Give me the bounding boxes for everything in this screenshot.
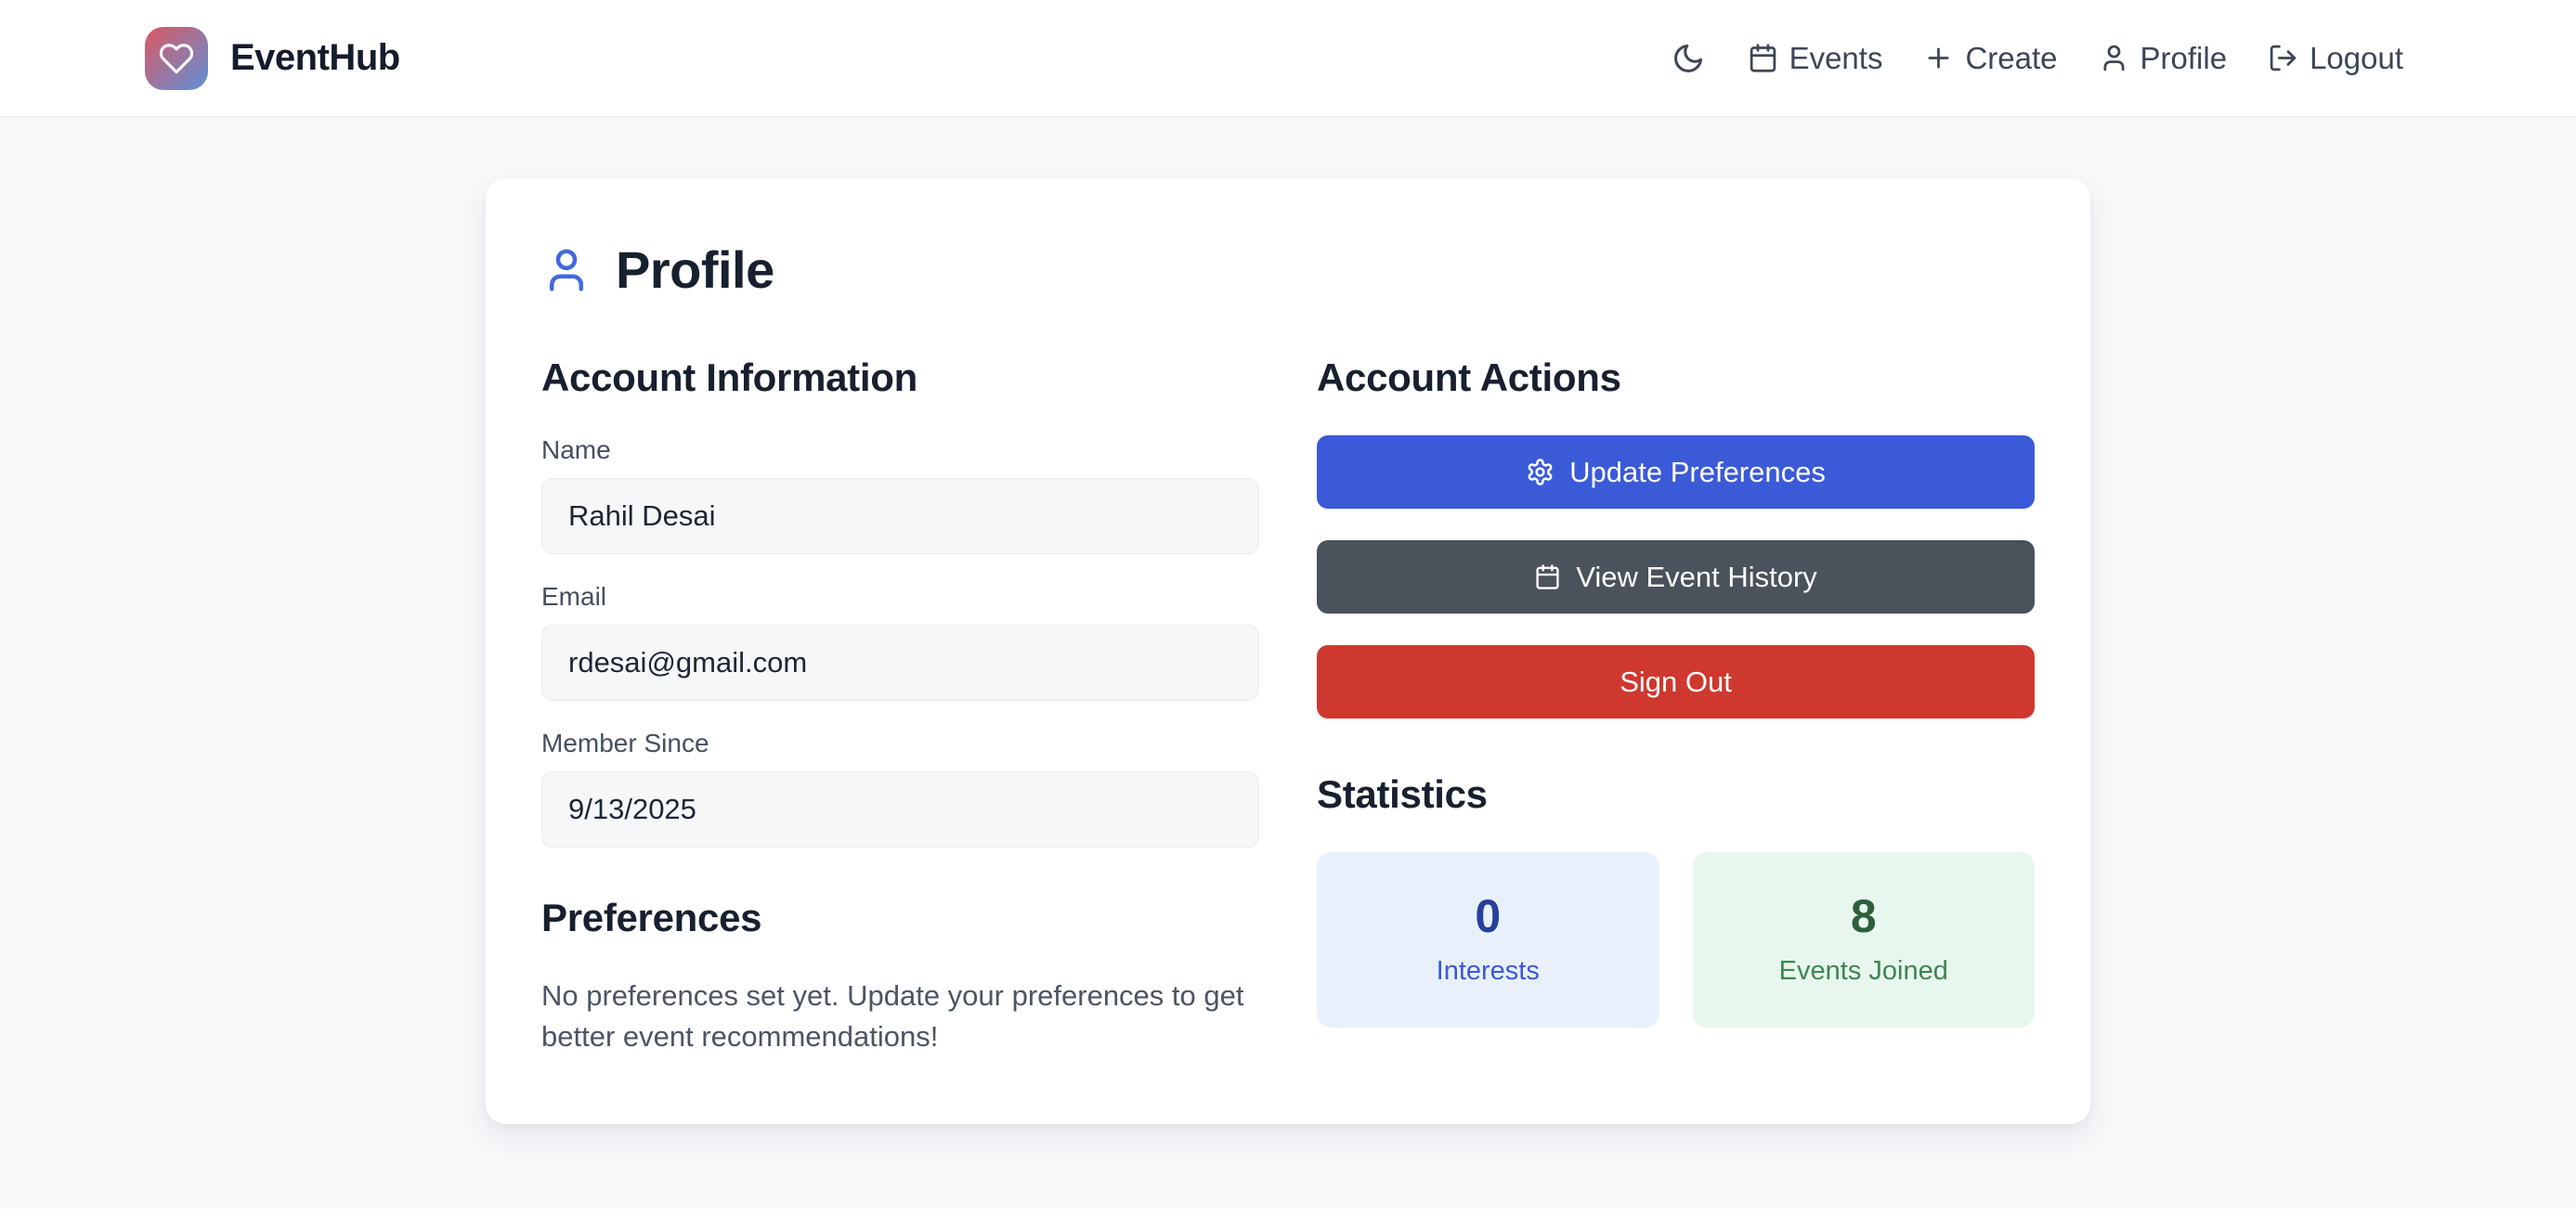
view-event-history-label: View Event History <box>1576 560 1817 593</box>
account-information-heading: Account Information <box>541 356 917 399</box>
nav-item-label: Logout <box>2309 40 2403 75</box>
field-email-value: rdesai@gmail.com <box>541 625 1259 701</box>
logout-icon <box>2268 43 2298 73</box>
field-email: Email rdesai@gmail.com <box>541 582 1259 701</box>
account-actions-section: Account Actions Update Preferences View … <box>1317 356 2035 1057</box>
main-content: Profile Account Information Name Rahil D… <box>0 117 2576 1209</box>
field-name: Name Rahil Desai <box>541 435 1259 554</box>
plus-icon <box>1923 43 1954 73</box>
calendar-icon <box>1748 43 1778 73</box>
profile-card: Profile Account Information Name Rahil D… <box>486 178 2090 1125</box>
nav-item-profile[interactable]: Profile <box>2099 40 2228 76</box>
nav-item-create[interactable]: Create <box>1923 40 2058 76</box>
stat-value: 0 <box>1475 890 1502 942</box>
view-event-history-button[interactable]: View Event History <box>1317 540 2035 614</box>
stat-label: Interests <box>1436 956 1540 986</box>
user-icon <box>2099 43 2129 73</box>
page-title-row: Profile <box>541 239 2035 300</box>
nav-item-label: Events <box>1789 40 1883 75</box>
brand-name: EventHub <box>230 37 400 78</box>
page-title: Profile <box>616 240 774 299</box>
sign-out-button[interactable]: Sign Out <box>1317 645 2035 718</box>
top-nav: EventHub Events Create Profile <box>0 0 2576 117</box>
moon-icon <box>1672 42 1705 75</box>
calendar-icon <box>1534 563 1561 590</box>
profile-user-icon <box>541 245 592 295</box>
field-member-since-label: Member Since <box>541 729 709 757</box>
sign-out-label: Sign Out <box>1620 665 1732 698</box>
field-member-since-value: 9/13/2025 <box>541 771 1259 847</box>
profile-columns: Account Information Name Rahil Desai Ema… <box>541 356 2035 1057</box>
heart-icon <box>159 41 194 76</box>
statistics-grid: 0 Interests 8 Events Joined <box>1317 852 2035 1028</box>
nav-item-events[interactable]: Events <box>1748 40 1883 76</box>
update-preferences-label: Update Preferences <box>1569 455 1826 488</box>
preferences-empty-text: No preferences set yet. Update your pref… <box>541 979 1244 1054</box>
stat-value: 8 <box>1850 890 1877 942</box>
gear-icon <box>1526 458 1555 486</box>
field-email-label: Email <box>541 582 607 611</box>
brand-logo <box>145 26 208 90</box>
account-actions-heading: Account Actions <box>1317 356 1621 399</box>
brand: EventHub <box>145 26 400 90</box>
nav-item-label: Profile <box>2140 40 2228 75</box>
nav-item-label: Create <box>1965 40 2058 75</box>
stat-label: Events Joined <box>1778 956 1948 986</box>
preferences-heading: Preferences <box>541 896 762 939</box>
stat-card-interests: 0 Interests <box>1317 852 1659 1028</box>
field-member-since: Member Since 9/13/2025 <box>541 729 1259 847</box>
statistics-heading: Statistics <box>1317 772 1488 816</box>
stat-card-events-joined: 8 Events Joined <box>1692 852 2035 1028</box>
nav-item-logout[interactable]: Logout <box>2268 41 2403 76</box>
account-information-section: Account Information Name Rahil Desai Ema… <box>541 356 1259 1057</box>
field-name-value: Rahil Desai <box>541 478 1259 554</box>
update-preferences-button[interactable]: Update Preferences <box>1317 435 2035 509</box>
main-nav: Events Create Profile Logout <box>1672 41 2403 76</box>
field-name-label: Name <box>541 435 611 464</box>
dark-mode-toggle[interactable] <box>1672 42 1705 75</box>
